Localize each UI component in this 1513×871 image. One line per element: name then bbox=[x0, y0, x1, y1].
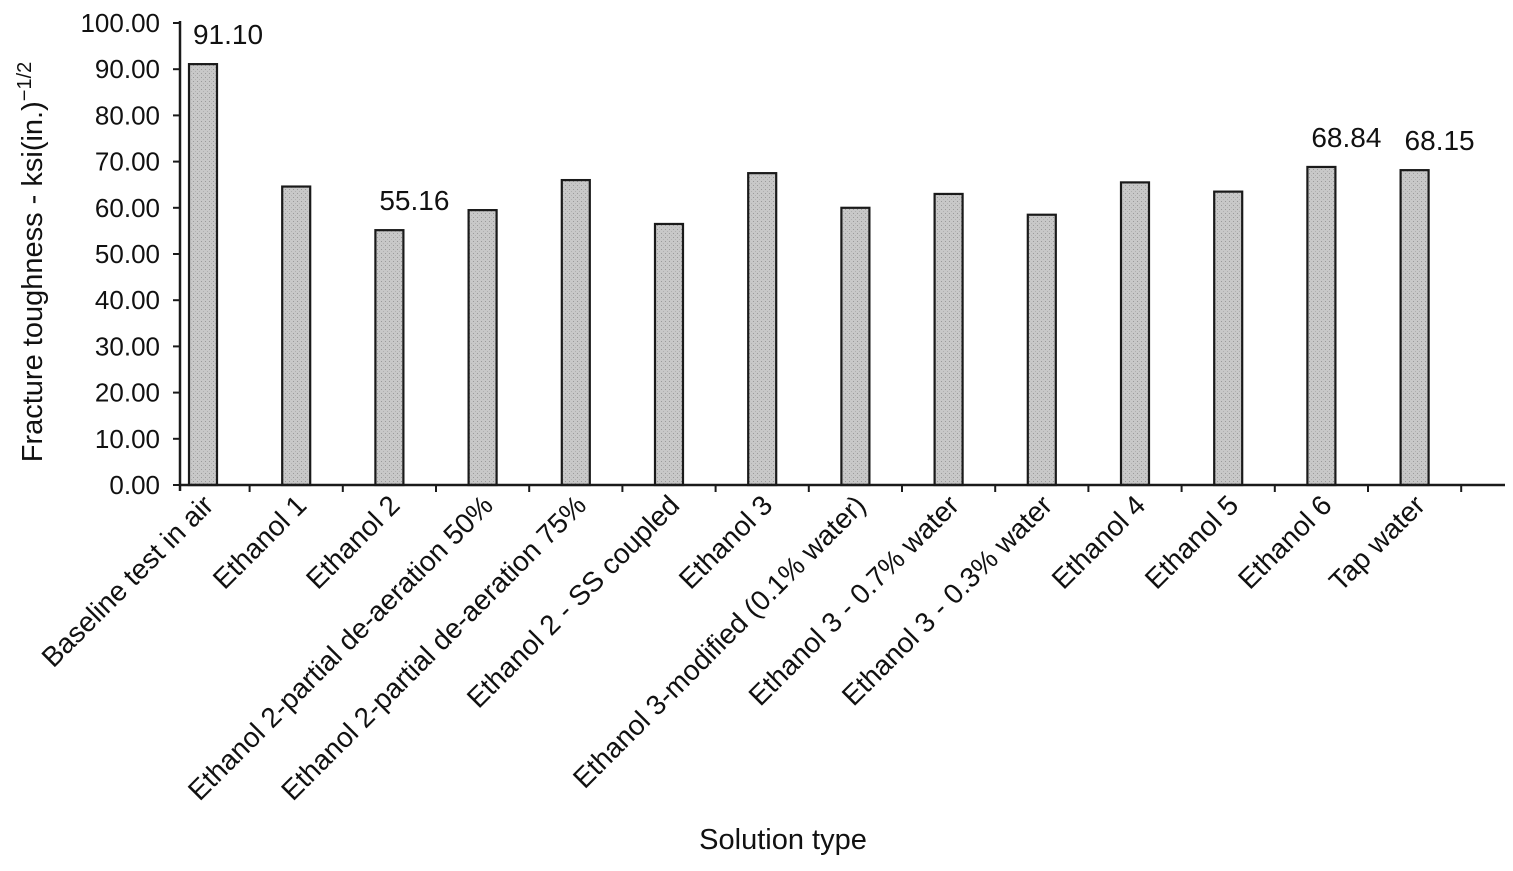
bar bbox=[281, 185, 312, 487]
x-ticks-group bbox=[248, 485, 1463, 492]
y-axis-title-main: Fracture toughness - ksi(in.) bbox=[17, 101, 49, 462]
data-label: 55.16 bbox=[379, 185, 449, 216]
y-tick-label: 60.00 bbox=[95, 193, 160, 223]
y-tick-label: 80.00 bbox=[95, 100, 160, 130]
x-axis-title: Solution type bbox=[699, 824, 867, 856]
bar bbox=[374, 229, 405, 487]
x-tick-label: Ethanol 1 bbox=[207, 489, 313, 595]
y-tick-label: 90.00 bbox=[95, 54, 160, 84]
bars-group bbox=[187, 63, 1430, 487]
x-tick-label: Ethanol 5 bbox=[1139, 489, 1245, 595]
bar bbox=[653, 222, 685, 487]
bar bbox=[467, 209, 498, 487]
x-tick-label: Ethanol 4 bbox=[1046, 489, 1152, 595]
y-tick-label: 20.00 bbox=[95, 378, 160, 408]
bar bbox=[1026, 213, 1057, 487]
y-tick-label: 50.00 bbox=[95, 239, 160, 269]
bar bbox=[187, 63, 219, 487]
bar bbox=[747, 172, 778, 487]
data-label: 91.10 bbox=[193, 19, 263, 50]
y-tick-label: 10.00 bbox=[95, 424, 160, 454]
bar bbox=[840, 206, 871, 487]
y-tick-label: 70.00 bbox=[95, 147, 160, 177]
bar bbox=[1119, 181, 1151, 487]
bar bbox=[933, 192, 964, 487]
data-label: 68.15 bbox=[1405, 125, 1475, 156]
x-tick-label: Baseline test in air bbox=[36, 489, 220, 673]
y-ticks-group: 0.00 10.00 20.00 30.00 40.00 50.00 60.00 70.00 8… bbox=[80, 8, 180, 500]
y-tick-label: 40.00 bbox=[95, 285, 160, 315]
y-tick-label: 30.00 bbox=[95, 331, 160, 361]
y-axis-title: Fracture toughness - ksi(in.)−1/2 bbox=[14, 62, 49, 463]
y-axis-title-superscript: −1/2 bbox=[14, 62, 36, 101]
bar bbox=[1306, 165, 1337, 487]
data-labels-group: 91.10 55.16 68.84 68.15 bbox=[193, 19, 1475, 216]
x-tick-label: Ethanol 6 bbox=[1232, 489, 1338, 595]
bar bbox=[1399, 169, 1430, 487]
y-tick-label: 0.00 bbox=[109, 470, 160, 500]
bar bbox=[1213, 190, 1244, 487]
x-tick-label: Tap water bbox=[1323, 489, 1431, 597]
y-tick-label: 100.00 bbox=[80, 8, 160, 38]
data-label: 68.84 bbox=[1311, 122, 1381, 153]
bar bbox=[560, 178, 591, 487]
